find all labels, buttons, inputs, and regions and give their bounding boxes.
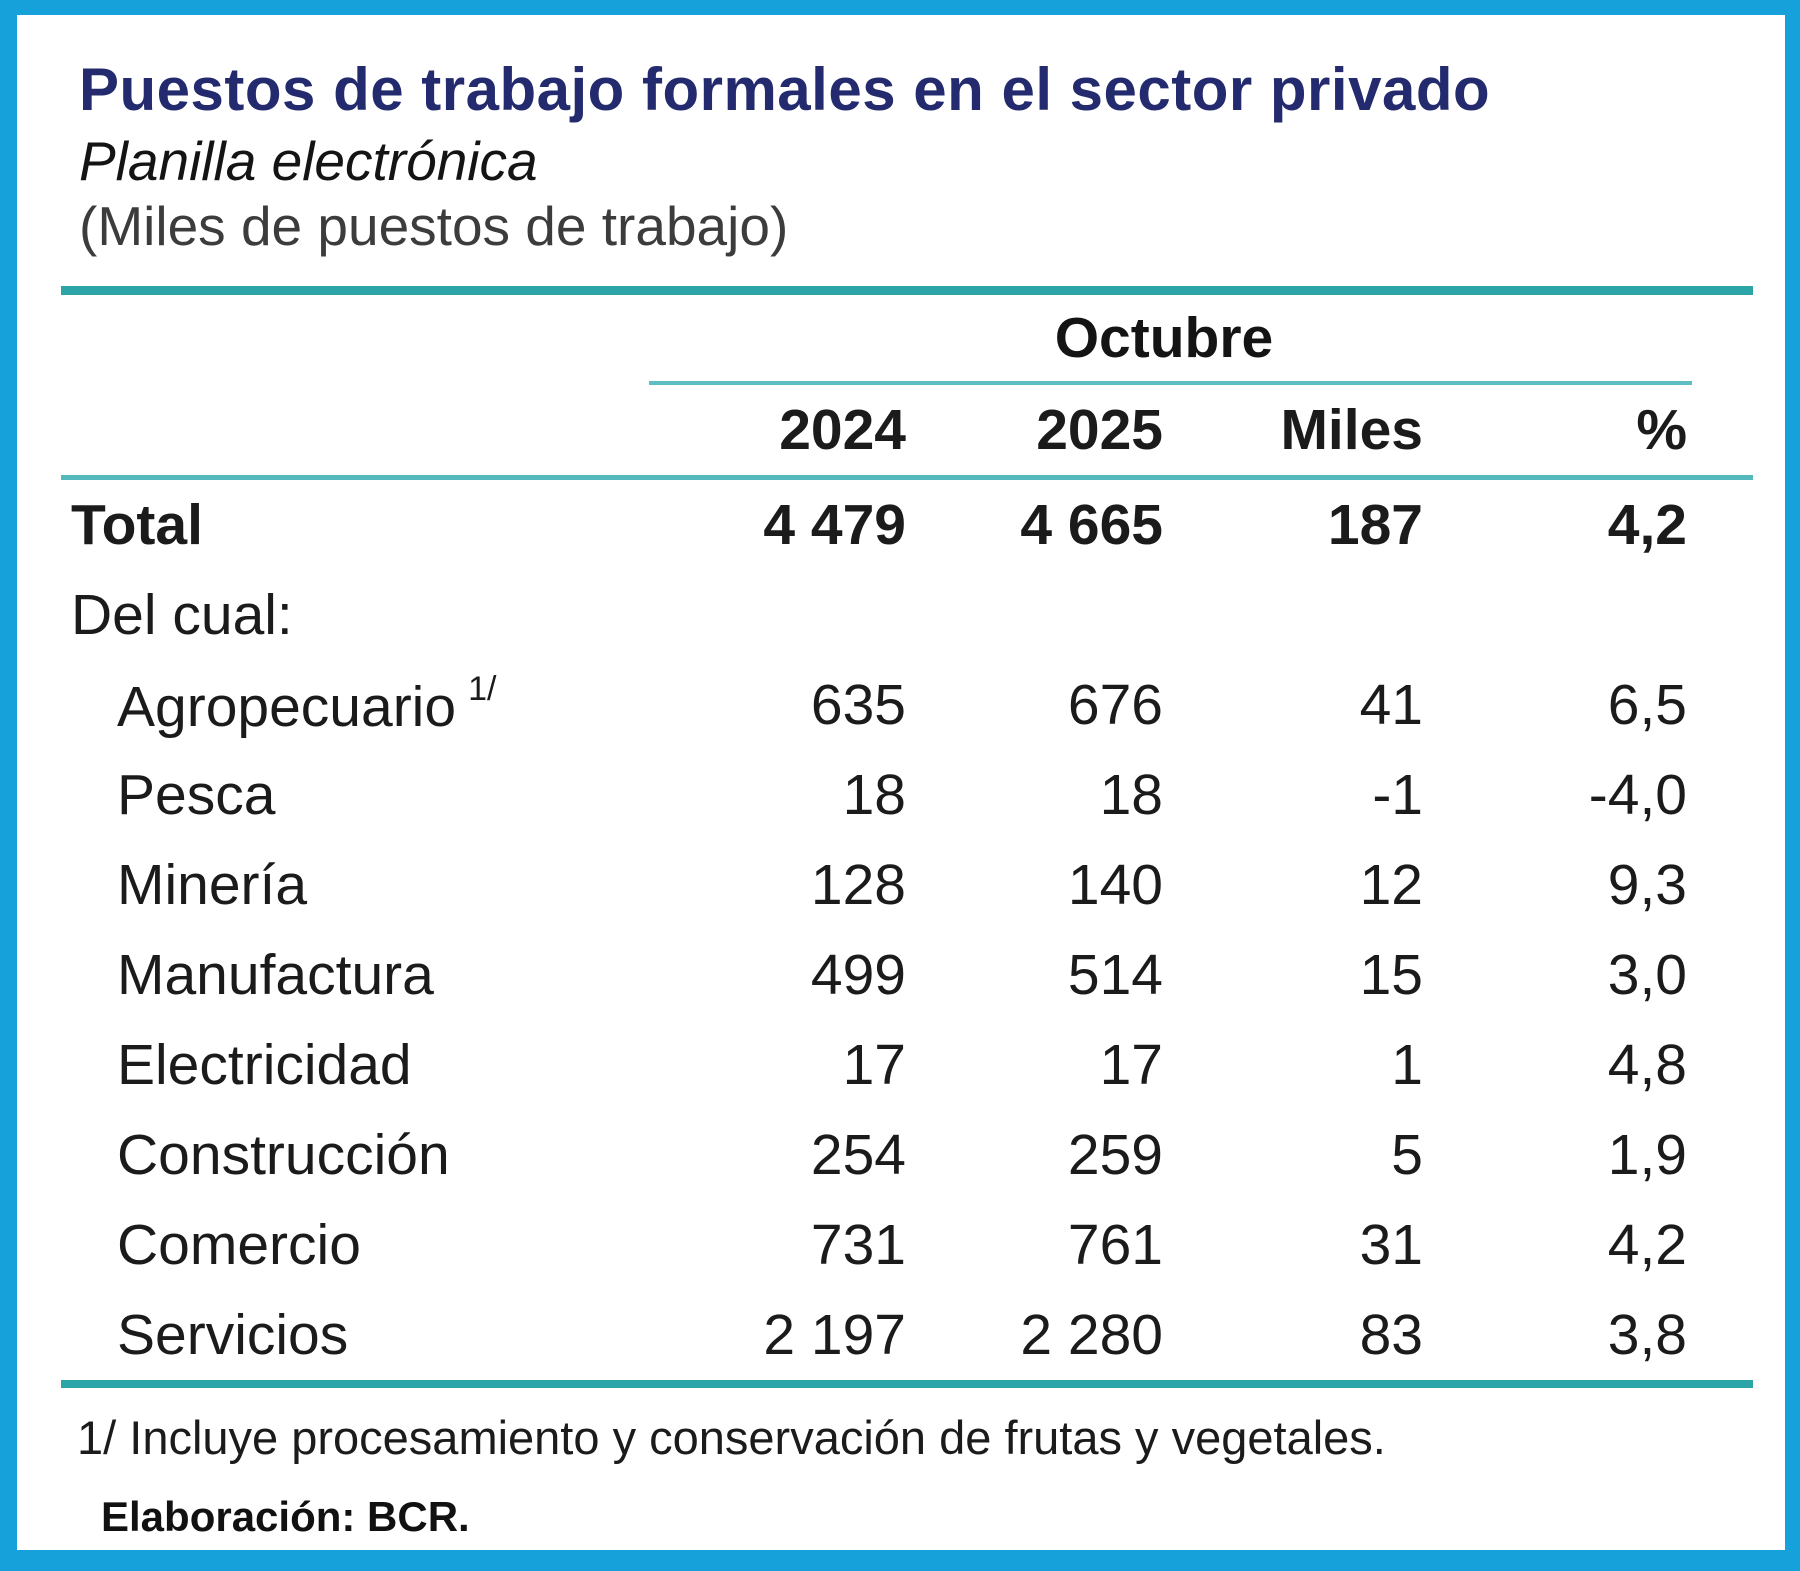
row-label: Total	[71, 492, 203, 557]
cell-2025: 2 280	[1020, 1302, 1163, 1367]
table-row: Agropecuario 1/ 635 676 41 6,5	[61, 660, 1753, 750]
cell-miles: 15	[1359, 942, 1423, 1007]
table-row: Servicios 2 197 2 280 83 3,8	[61, 1290, 1753, 1380]
cell-2024: 17	[842, 1032, 906, 1097]
cell-pct: 3,0	[1607, 942, 1687, 1007]
cell-2025: 676	[1067, 672, 1163, 737]
cell-2024: 731	[810, 1212, 906, 1277]
cell-2025: 4 665	[1020, 492, 1163, 557]
data-table: Octubre 2024 2025 Miles % Total 4 479 4 …	[61, 285, 1753, 1388]
row-label: Agropecuario 1/	[117, 669, 497, 739]
top-divider	[61, 285, 1753, 295]
section-label: Del cual:	[71, 582, 293, 647]
cell-2024: 499	[810, 942, 906, 1007]
column-group-label: Octubre	[1054, 305, 1274, 370]
cell-pct: 3,8	[1607, 1302, 1687, 1367]
table-row: Comercio 731 761 31 4,2	[61, 1200, 1753, 1290]
cell-2025: 140	[1067, 852, 1163, 917]
cell-pct: 4,8	[1607, 1032, 1687, 1097]
cell-2024: 4 479	[763, 492, 906, 557]
table-row: Electricidad 17 17 1 4,8	[61, 1020, 1753, 1110]
cell-2025: 17	[1099, 1032, 1163, 1097]
cell-2025: 18	[1099, 762, 1163, 827]
cell-2024: 2 197	[763, 1302, 906, 1367]
cell-2025: 259	[1067, 1122, 1163, 1187]
column-header-2024: 2024	[779, 397, 906, 462]
column-group-row: Octubre	[61, 295, 1753, 381]
cell-pct: 4,2	[1607, 1212, 1687, 1277]
column-group-underline	[649, 380, 1692, 385]
table-row: Construcción 254 259 5 1,9	[61, 1110, 1753, 1200]
table-row-total: Total 4 479 4 665 187 4,2	[61, 480, 1753, 570]
cell-pct: 1,9	[1607, 1122, 1687, 1187]
card-content: Puestos de trabajo formales en el sector…	[17, 15, 1785, 1541]
bottom-divider	[61, 1379, 1753, 1388]
cell-2024: 128	[810, 852, 906, 917]
cell-miles: 31	[1359, 1212, 1423, 1277]
cell-pct: 4,2	[1607, 492, 1687, 557]
page-subtitle: Planilla electrónica	[79, 129, 538, 192]
source-text: Elaboración: BCR.	[101, 1492, 470, 1540]
cell-miles: 5	[1391, 1122, 1423, 1187]
cell-miles: 187	[1327, 492, 1423, 557]
cell-2024: 254	[810, 1122, 906, 1187]
cell-2024: 635	[810, 672, 906, 737]
header-divider	[61, 474, 1753, 480]
table-row: Pesca 18 18 -1 -4,0	[61, 750, 1753, 840]
cell-miles: 83	[1359, 1302, 1423, 1367]
table-header-row: 2024 2025 Miles %	[61, 385, 1753, 475]
title-block: Puestos de trabajo formales en el sector…	[79, 55, 1785, 258]
table-row: Manufactura 499 514 15 3,0	[61, 930, 1753, 1020]
column-header-pct: %	[1636, 397, 1687, 462]
cell-miles: 1	[1391, 1032, 1423, 1097]
footnote-text: 1/ Incluye procesamiento y conservación …	[77, 1410, 1386, 1464]
cell-2024: 18	[842, 762, 906, 827]
cell-pct: -4,0	[1588, 762, 1687, 827]
cell-miles: 12	[1359, 852, 1423, 917]
cell-2025: 514	[1067, 942, 1163, 1007]
row-label: Construcción	[117, 1122, 450, 1187]
footnote-marker: 1/	[468, 669, 497, 708]
row-label: Electricidad	[117, 1032, 412, 1097]
column-header-2025: 2025	[1036, 397, 1163, 462]
row-label: Comercio	[117, 1212, 361, 1277]
page-title: Puestos de trabajo formales en el sector…	[79, 56, 1491, 123]
cell-pct: 6,5	[1607, 672, 1687, 737]
cell-miles: -1	[1372, 762, 1423, 827]
cell-miles: 41	[1359, 672, 1423, 737]
cell-2025: 761	[1067, 1212, 1163, 1277]
row-label: Minería	[117, 852, 308, 917]
cell-pct: 9,3	[1607, 852, 1687, 917]
table-row: Minería 128 140 12 9,3	[61, 840, 1753, 930]
units-label: (Miles de puestos de trabajo)	[79, 195, 789, 258]
row-label: Manufactura	[117, 942, 434, 1007]
row-label: Pesca	[117, 762, 276, 827]
column-header-miles: Miles	[1280, 397, 1423, 462]
table-section-row: Del cual:	[61, 570, 1753, 660]
row-label: Servicios	[117, 1302, 349, 1367]
